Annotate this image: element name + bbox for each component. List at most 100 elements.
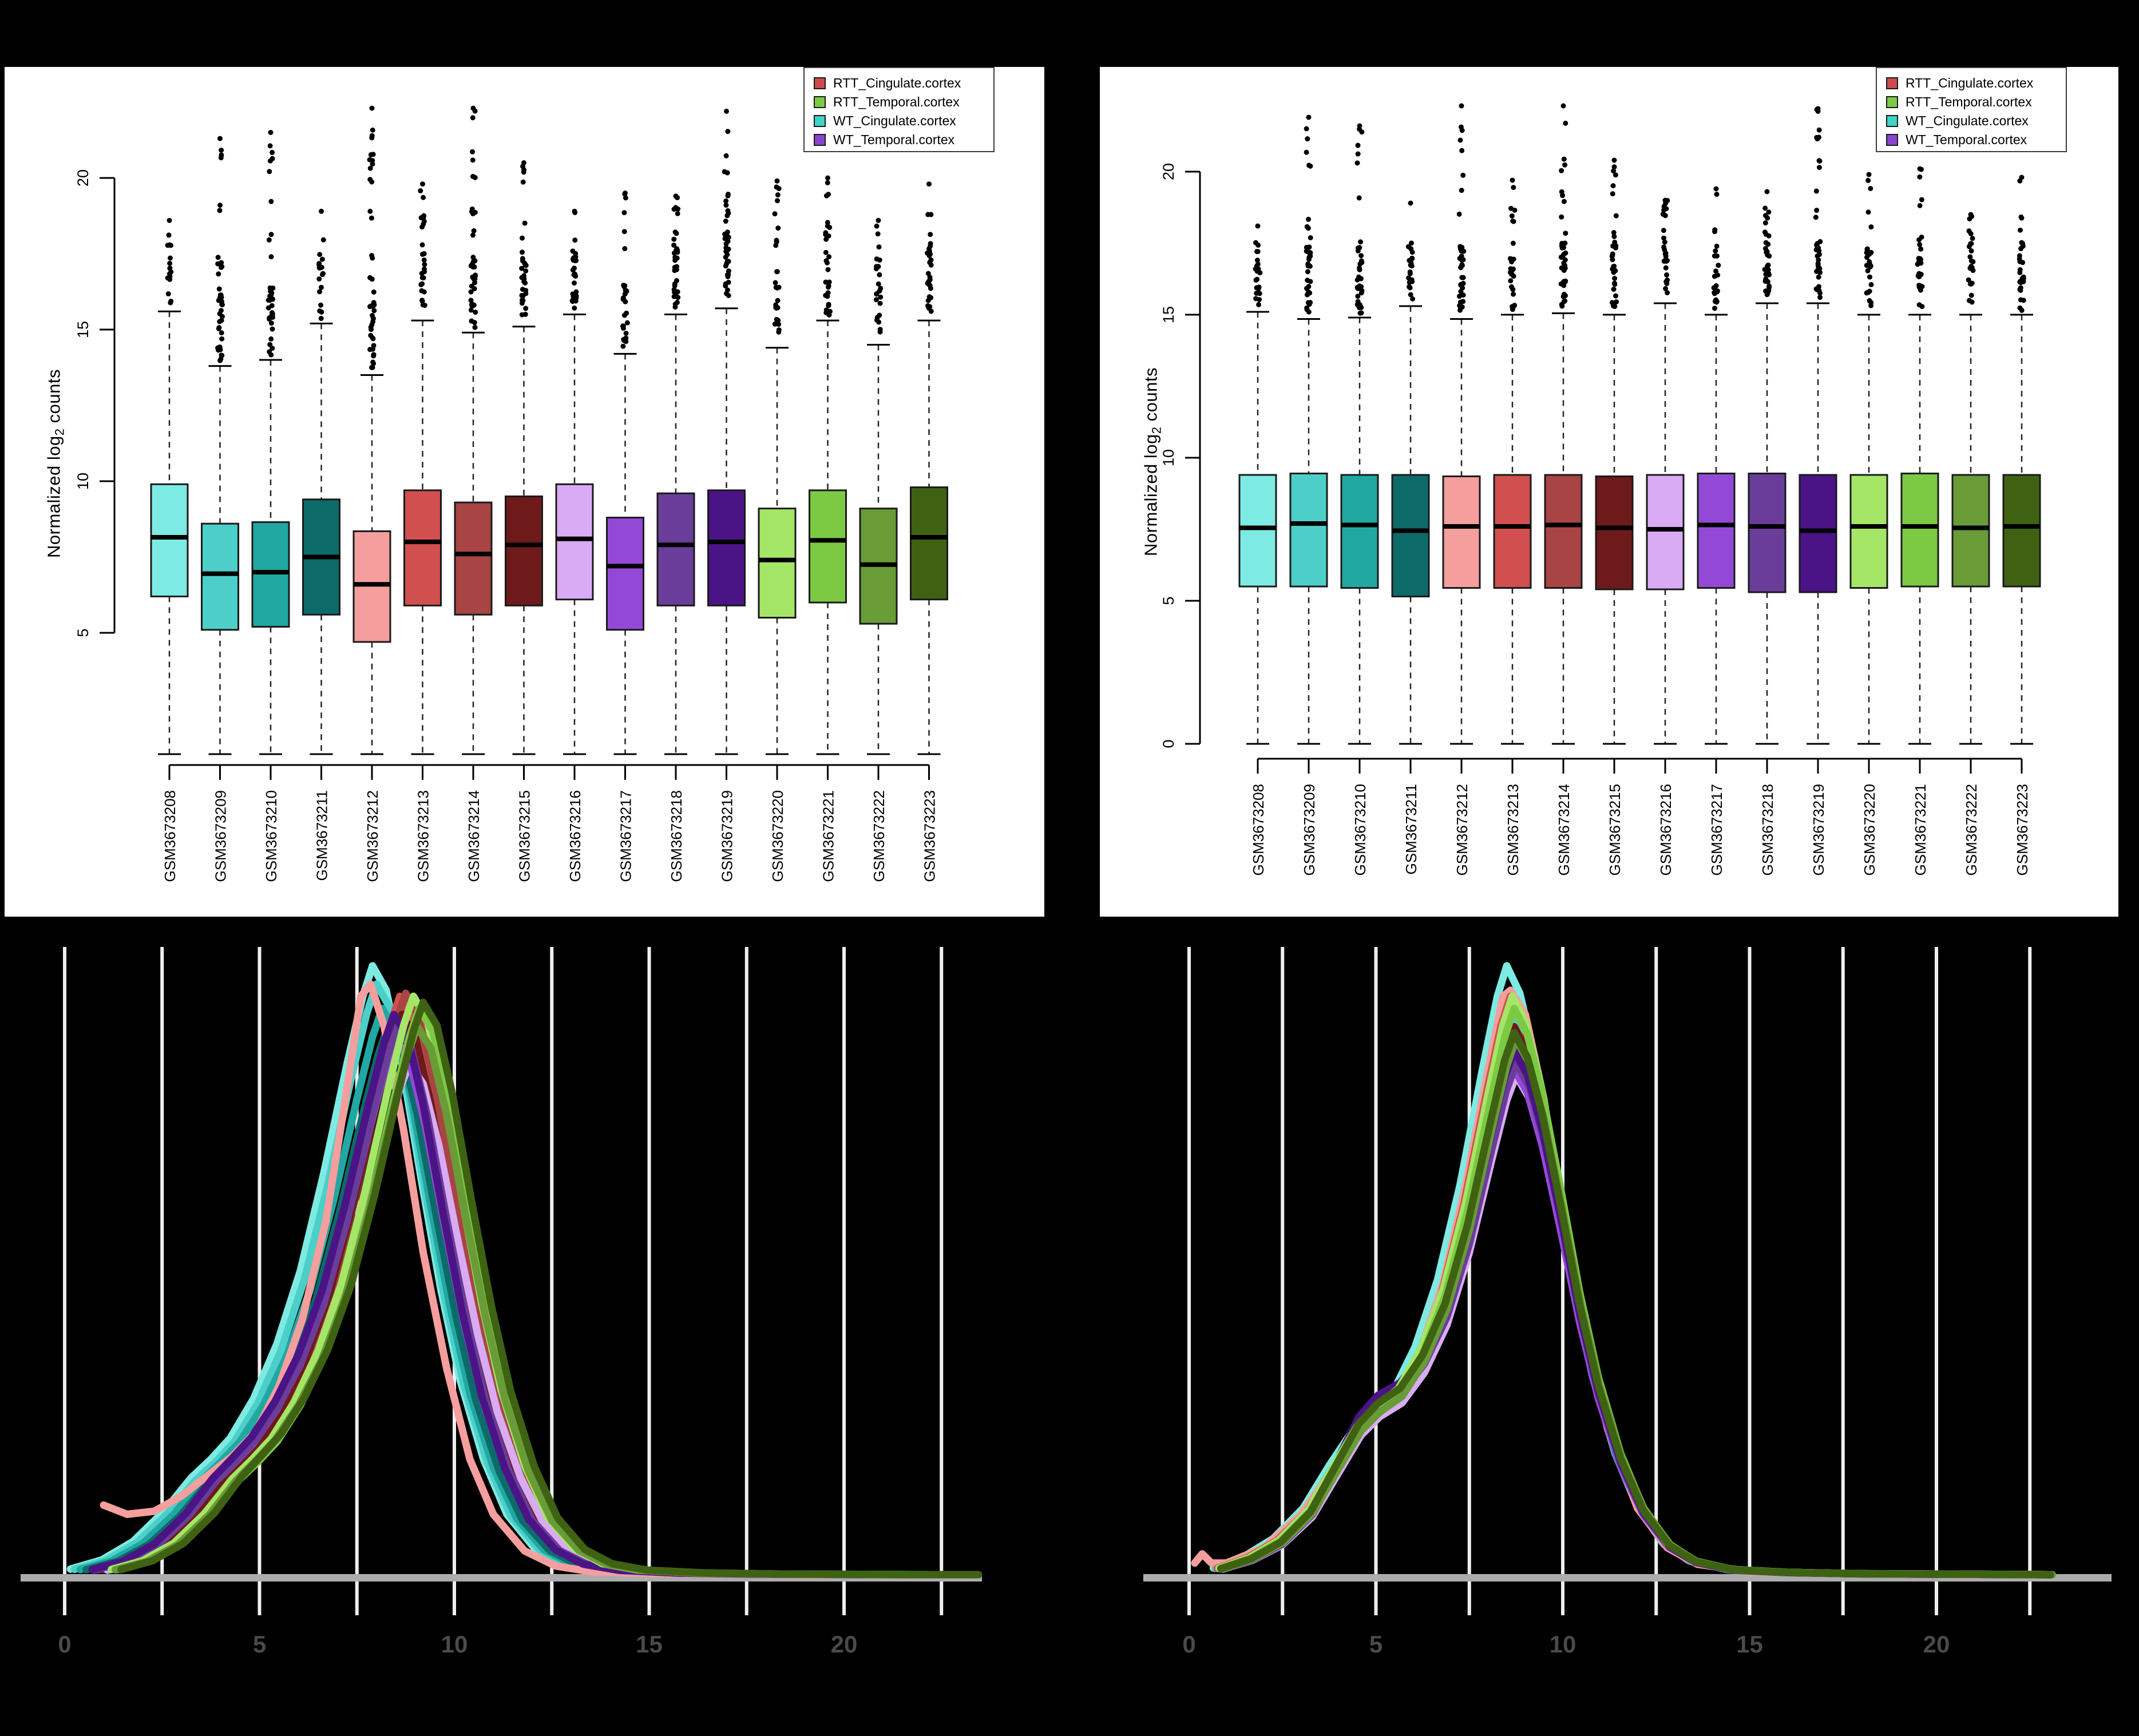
legend-swatch [814,133,826,146]
outlier-point [1610,191,1615,197]
outlier-point [774,184,779,190]
outlier-point [1868,185,1873,191]
outlier-point-max [1815,106,1821,112]
outlier-point [1919,197,1924,203]
outlier-point [1714,243,1720,249]
iqr-box [150,483,189,597]
outlier-point [825,180,830,185]
outlier-point [1559,168,1564,173]
outlier-point-max [1255,223,1261,229]
outlier-point [218,308,224,314]
outlier-point [1357,261,1363,267]
x-tick-label-GSM3673208: GSM3673208 [161,790,179,882]
box-GSM3673209 [201,136,239,755]
outlier-point [1559,303,1565,309]
outlier-point [1510,307,1515,312]
outlier-point [1308,279,1313,284]
outlier-point [773,280,778,286]
outlier-point [1510,240,1516,246]
iqr-box [1900,473,1939,588]
outlier-point [878,294,884,300]
panel-boxplot-raw: 5 10 15 20 GSM3673208 GSM3673209 GSM3673210 GSM… [5,67,1044,917]
outlier-point [572,305,577,311]
x-tick-label-GSM3673222: GSM3673222 [1963,784,1980,875]
outlier-point [369,179,375,185]
box-GSM3673216 [555,208,594,755]
outlier-point [317,289,323,295]
outlier-point [270,156,275,161]
outlier-point [470,157,476,163]
outlier-point [823,292,829,298]
y-axis-title-text: Normalized log [1140,434,1161,556]
outlier-point [874,256,880,262]
outlier-point-max [1662,197,1668,203]
outlier-point [371,289,377,295]
outlier-point [219,152,224,158]
outlier-point [1357,283,1362,289]
outlier-point [472,280,478,286]
outlier-point [1662,247,1667,253]
outlier-point [1612,304,1618,310]
outlier-point [1560,193,1566,199]
outlier-point [219,302,225,307]
box-GSM3673223 [2002,175,2041,745]
outlier-point [1766,283,1772,289]
outlier-point [1814,242,1820,248]
outlier-point-max [268,130,274,135]
x-tick-label: 15 [1736,1631,1763,1658]
outlier-point [1966,277,1971,283]
outlier-point-max [2019,175,2025,180]
box-GSM3673218 [1748,189,1787,745]
legend-row: WT_Temporal.cortex [1886,132,2058,147]
iqr-box [606,517,644,631]
iqr-box [454,501,493,616]
box-GSM3673215 [505,160,543,755]
outlier-point [418,282,424,288]
outlier-point [270,346,275,351]
outlier-point [472,286,477,291]
y-axis-title: Normalized log2 counts [43,369,67,558]
outlier-point [421,195,426,200]
outlier-point [368,324,374,330]
outlier-point [571,280,577,286]
outlier-point [671,242,677,248]
outlier-point [1459,128,1465,133]
legend: RTT_Cingulate.cortex RTT_Temporal.cortex… [1876,67,2067,152]
box-GSM3673222 [1951,212,1990,745]
outlier-point [317,308,323,314]
outlier-point [1817,290,1823,296]
outlier-point [1356,195,1362,201]
outlier-point [367,208,373,214]
outlier-point [675,211,680,216]
outlier-point [2019,240,2025,245]
outlier-point [2020,260,2026,265]
outlier-point [1459,188,1464,193]
legend-row: RTT_Cingulate.cortex [814,76,985,90]
outlier-point [1254,268,1260,274]
outlier-point [320,237,326,243]
outlier-point [1308,235,1313,240]
outlier-point [1304,126,1309,132]
iqr-box [1442,475,1481,589]
x-tick-label-GSM3673218: GSM3673218 [668,790,685,882]
outlier-point [521,279,527,284]
outlier-point [1304,305,1310,311]
outlier-point [267,285,273,291]
box-GSM3673219 [1799,106,1837,745]
outlier-point [1358,310,1364,316]
x-tick-label-GSM3673210: GSM3673210 [263,790,280,882]
outlier-point [1561,156,1567,162]
outlier-point [319,272,325,278]
outlier-point [1660,211,1666,217]
x-tick-label-GSM3673211: GSM3673211 [314,790,331,881]
outlier-point [468,307,474,313]
outlier-point-max [572,208,577,214]
outlier-point [1306,256,1312,262]
outlier-point [1256,302,1262,307]
box-GSM3673213 [1493,177,1532,745]
outlier-point [1865,268,1871,274]
outlier-point [1817,295,1823,300]
outlier-point [1460,275,1466,280]
outlier-point [421,257,427,263]
x-tick-label: 0 [1182,1631,1195,1658]
